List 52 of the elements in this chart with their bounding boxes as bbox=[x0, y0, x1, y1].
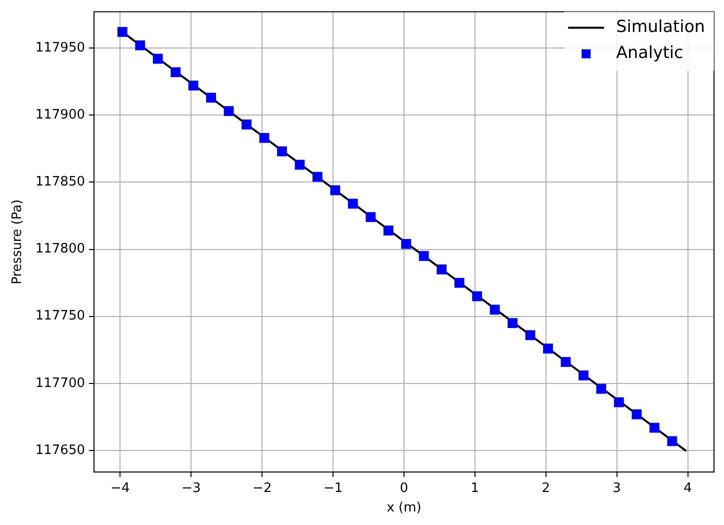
point bbox=[560, 357, 571, 367]
point bbox=[578, 370, 588, 380]
point bbox=[401, 238, 412, 249]
legend-label: Analytic bbox=[616, 42, 684, 62]
y-tick-label: 117850 bbox=[35, 174, 85, 190]
y-tick-label: 117700 bbox=[35, 376, 85, 391]
point bbox=[508, 318, 518, 328]
y-tick-label: 117800 bbox=[35, 242, 85, 257]
y-axis-title: Pressure (Pa) bbox=[10, 199, 26, 284]
point bbox=[596, 384, 606, 394]
point bbox=[117, 26, 128, 37]
point bbox=[135, 40, 146, 50]
point bbox=[206, 92, 216, 103]
x-tick-label: −1 bbox=[323, 481, 343, 496]
point bbox=[224, 106, 234, 116]
point bbox=[436, 264, 447, 274]
x-axis-title: x (m) bbox=[386, 500, 422, 516]
point bbox=[472, 291, 482, 302]
point bbox=[649, 422, 660, 433]
point bbox=[366, 212, 376, 222]
point bbox=[294, 160, 305, 170]
point bbox=[632, 409, 642, 420]
point bbox=[348, 198, 358, 209]
y-tick-label: 117750 bbox=[35, 308, 85, 324]
point bbox=[490, 304, 500, 315]
y-tick-label: 117950 bbox=[35, 40, 85, 56]
x-tick-label: −3 bbox=[182, 481, 201, 496]
point bbox=[525, 330, 536, 340]
point bbox=[614, 397, 624, 408]
x-tick-label: 1 bbox=[470, 481, 480, 496]
point bbox=[188, 80, 198, 91]
point bbox=[259, 132, 270, 143]
x-tick-label: −4 bbox=[110, 481, 130, 496]
x-tick-label: 3 bbox=[612, 481, 621, 496]
point bbox=[667, 436, 678, 446]
legend-label: Simulation bbox=[616, 16, 705, 36]
x-tick-label: 2 bbox=[542, 481, 550, 496]
x-tick-label: 4 bbox=[684, 481, 692, 496]
point bbox=[330, 185, 340, 196]
y-tick-label: 117650 bbox=[35, 442, 85, 458]
point bbox=[383, 226, 394, 236]
point bbox=[418, 251, 429, 261]
x-tick-label: −2 bbox=[252, 481, 272, 496]
point bbox=[170, 67, 181, 78]
y-tick-label: 117900 bbox=[35, 107, 85, 122]
point bbox=[454, 278, 464, 288]
point bbox=[242, 120, 252, 130]
point bbox=[152, 54, 163, 64]
x-tick-label: 0 bbox=[400, 481, 408, 496]
point bbox=[312, 172, 322, 182]
point bbox=[277, 146, 287, 156]
point bbox=[543, 344, 553, 354]
